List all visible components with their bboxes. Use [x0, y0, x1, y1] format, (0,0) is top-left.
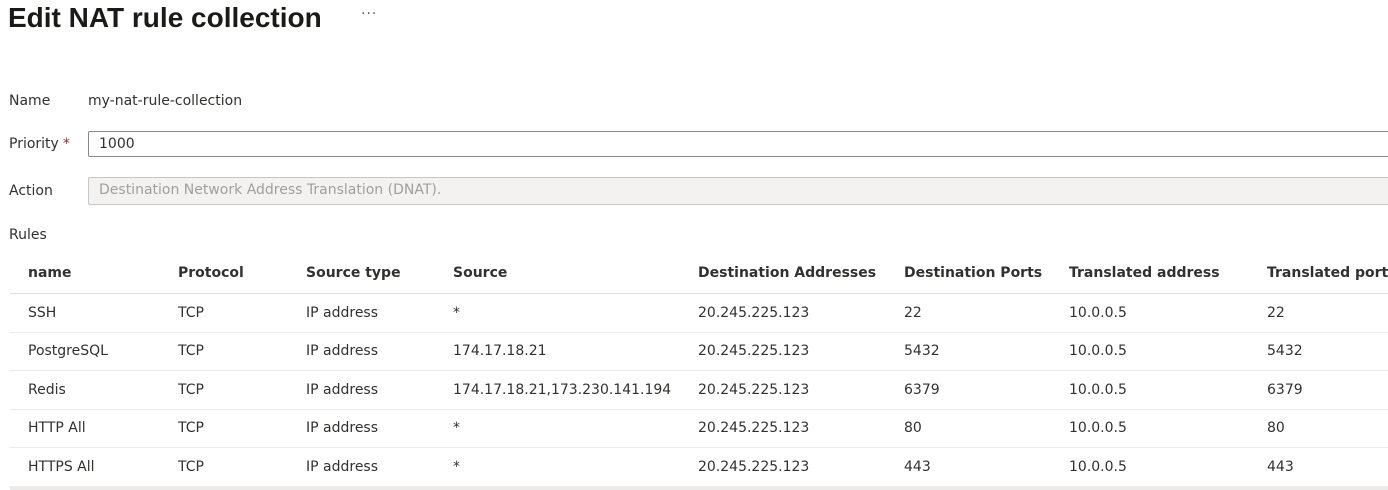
table-cell: 5432: [1249, 332, 1388, 371]
priority-label: Priority *: [9, 136, 70, 152]
action-input: Destination Network Address Translation …: [88, 177, 1388, 205]
table-cell: 10.0.0.5: [1051, 332, 1249, 371]
table-cell: 20.245.225.123: [680, 409, 886, 448]
name-label: Name: [9, 93, 51, 109]
table-cell: TCP: [160, 447, 288, 490]
table-cell: TCP: [160, 409, 288, 448]
column-header[interactable]: Source type: [288, 253, 435, 294]
table-cell: *: [435, 293, 680, 333]
table-cell: 5432: [886, 332, 1051, 371]
table-cell: *: [435, 409, 680, 448]
table-cell: 20.245.225.123: [680, 293, 886, 333]
column-header[interactable]: Translated port: [1249, 253, 1388, 294]
table-cell: 22: [886, 293, 1051, 333]
table-cell: TCP: [160, 332, 288, 371]
name-value: my-nat-rule-collection: [88, 93, 243, 109]
table-cell: IP address: [288, 332, 435, 371]
ellipsis-icon[interactable]: ···: [361, 6, 378, 22]
column-header[interactable]: Protocol: [160, 253, 288, 294]
column-header[interactable]: Source: [435, 253, 680, 294]
column-header[interactable]: Destination Addresses: [680, 253, 886, 294]
table-cell: 10.0.0.5: [1051, 370, 1249, 410]
action-label: Action: [9, 183, 53, 199]
table-cell: HTTP All: [10, 409, 160, 448]
table-cell: 22: [1249, 293, 1388, 333]
page-title: Edit NAT rule collection: [8, 2, 322, 33]
table-cell: 80: [1249, 409, 1388, 448]
table-cell: 6379: [1249, 370, 1388, 410]
table-cell: IP address: [288, 447, 435, 490]
table-cell: TCP: [160, 370, 288, 410]
table-cell: IP address: [288, 293, 435, 333]
table-row[interactable]: HTTP All TCP IP address * 20.245.225.123 80 10…: [10, 409, 1388, 448]
table-cell: 80: [886, 409, 1051, 448]
column-header[interactable]: name: [10, 253, 160, 294]
table-cell: 174.17.18.21: [435, 332, 680, 371]
table-cell: 174.17.18.21,173.230.141.194: [435, 370, 680, 410]
table-cell: 10.0.0.5: [1051, 409, 1249, 448]
table-row[interactable]: Redis TCP IP address 174.17.18.21,173.230.1…: [10, 370, 1388, 410]
table-row[interactable]: SSH TCP IP address * 20.245.225.123 22 10.0.0.…: [10, 293, 1388, 333]
table-cell: 20.245.225.123: [680, 447, 886, 490]
table-cell: SSH: [10, 293, 160, 333]
column-header[interactable]: Destination Ports: [886, 253, 1051, 294]
table-cell: PostgreSQL: [10, 332, 160, 371]
table-cell: 10.0.0.5: [1051, 293, 1249, 333]
table-cell: 20.245.225.123: [680, 370, 886, 410]
table-cell: Redis: [10, 370, 160, 410]
table-cell: TCP: [160, 293, 288, 333]
table-cell: 6379: [886, 370, 1051, 410]
priority-input[interactable]: 1000: [88, 131, 1388, 157]
table-cell: IP address: [288, 370, 435, 410]
rules-table: name Protocol Source type Source Destination…: [10, 253, 1388, 490]
table-row[interactable]: HTTPS All TCP IP address * 20.245.225.123 443…: [10, 447, 1388, 490]
table-cell: 20.245.225.123: [680, 332, 886, 371]
table-cell: 10.0.0.5: [1051, 447, 1249, 490]
table-row[interactable]: PostgreSQL TCP IP address 174.17.18.21 20.24…: [10, 332, 1388, 371]
required-mark: *: [62, 136, 70, 152]
table-cell: 443: [1249, 447, 1388, 490]
table-cell: 443: [886, 447, 1051, 490]
column-header[interactable]: Translated address: [1051, 253, 1249, 294]
table-cell: HTTPS All: [10, 447, 160, 490]
rules-label: Rules: [9, 227, 47, 243]
table-header-row: name Protocol Source type Source Destination…: [10, 253, 1388, 294]
table-cell: *: [435, 447, 680, 490]
priority-label-text: Priority: [9, 136, 59, 152]
table-cell: IP address: [288, 409, 435, 448]
